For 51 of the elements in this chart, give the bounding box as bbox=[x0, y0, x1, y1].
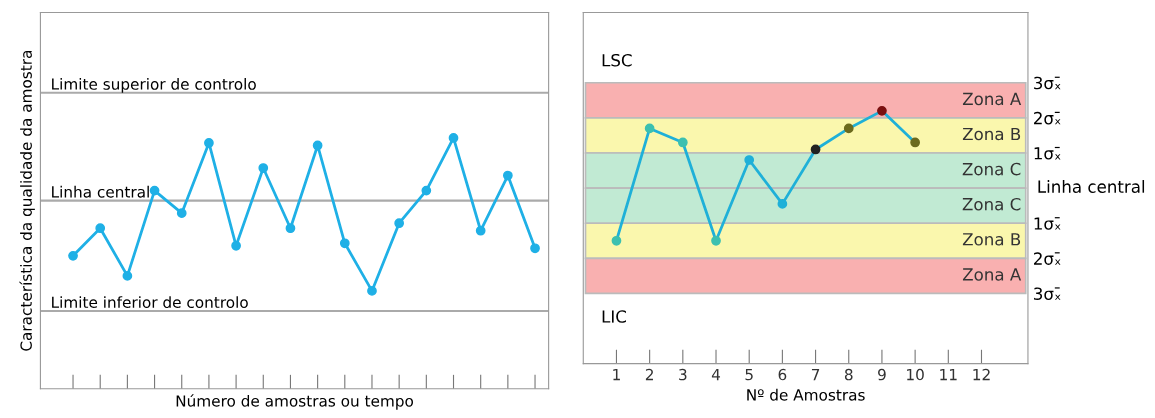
text: 2σₓ̄ bbox=[1034, 252, 1061, 265]
x-tick-label: 3 bbox=[679, 368, 687, 381]
point bbox=[258, 163, 269, 173]
y-axis-title: Característica da qualidade da amostra bbox=[19, 51, 35, 351]
x-tick-label: 9 bbox=[878, 368, 886, 381]
band-label: Zona B bbox=[962, 233, 1021, 246]
x-tick-label: 11 bbox=[940, 368, 957, 381]
point bbox=[394, 218, 405, 229]
point bbox=[176, 208, 187, 219]
x-tick-label: 7 bbox=[811, 368, 820, 381]
point bbox=[95, 223, 106, 234]
text: 3σₓ̄ bbox=[1034, 76, 1061, 90]
x-axis-title: Nº de Amostras bbox=[747, 388, 865, 401]
x-tick-label: 8 bbox=[844, 368, 853, 381]
text: 1σₓ̄ bbox=[1034, 146, 1061, 160]
x-tick-label: 1 bbox=[613, 368, 620, 381]
annotation: LSC bbox=[602, 53, 632, 67]
x-tick-label: 6 bbox=[778, 368, 787, 381]
y2-axis-title: Linha central bbox=[1038, 180, 1145, 193]
band-label: Zona B bbox=[962, 127, 1021, 141]
annotation: LIC bbox=[602, 310, 626, 323]
point bbox=[231, 240, 241, 251]
point bbox=[530, 243, 540, 254]
band-label: Zona A bbox=[962, 92, 1022, 106]
x-tick-label: 5 bbox=[745, 368, 753, 381]
x-tick-label: 2 bbox=[645, 368, 653, 381]
x-tick-label: 10 bbox=[907, 368, 924, 381]
point bbox=[285, 223, 296, 234]
point bbox=[448, 133, 459, 143]
point bbox=[367, 286, 377, 296]
x-tick-label: 12 bbox=[973, 368, 990, 381]
point bbox=[339, 238, 350, 249]
point bbox=[502, 170, 513, 181]
ref-line-label: Limite superior de controlo bbox=[52, 78, 256, 93]
point bbox=[204, 138, 214, 148]
x-tick-label: 4 bbox=[711, 368, 721, 381]
point bbox=[312, 140, 323, 151]
text: 2σₓ̄ bbox=[1034, 111, 1061, 125]
point bbox=[475, 225, 486, 236]
band-label: Zona A bbox=[962, 268, 1022, 281]
x-axis-title: Número de amostras ou tempo bbox=[176, 394, 414, 410]
text: 3σₓ̄ bbox=[1034, 287, 1061, 301]
band-label: Zona C bbox=[962, 162, 1021, 176]
band-label: Zona C bbox=[962, 197, 1021, 211]
point bbox=[68, 250, 78, 261]
text: 1σₓ̄ bbox=[1034, 217, 1061, 230]
ref-line-label: Limite inferior de controlo bbox=[52, 296, 248, 309]
point bbox=[421, 185, 432, 196]
ref-line-label: Linha central bbox=[52, 185, 149, 198]
point bbox=[149, 185, 160, 196]
point bbox=[122, 271, 133, 281]
